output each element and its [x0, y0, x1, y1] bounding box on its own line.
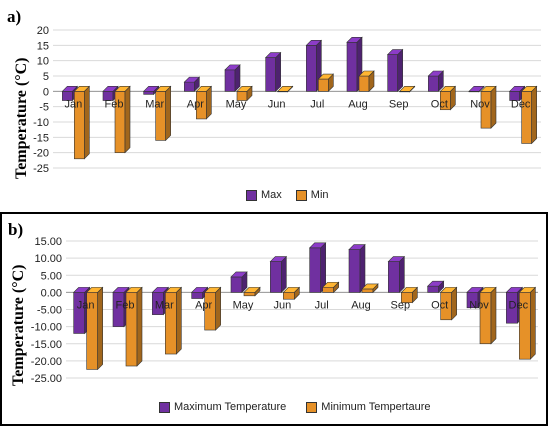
bar-a-min-sep [398, 85, 416, 93]
x-tick-label: Sep [391, 299, 411, 311]
bar-a-min-dec [520, 85, 538, 145]
bar-b-maximum-temperature-aug [348, 243, 366, 294]
y-tick-label: 10 [37, 56, 49, 68]
y-tick-label: -10.00 [31, 322, 62, 334]
bar-a-min-oct [439, 85, 457, 111]
y-tick-label: 15.00 [34, 236, 62, 248]
y-tick-label: -15.00 [31, 339, 62, 351]
y-tick-label: 15 [37, 40, 49, 52]
bar-a-min-nov [480, 85, 497, 129]
bar-b-minimum-tempertaure-jul [321, 281, 340, 294]
bar-b-minimum-tempertaure-aug [361, 283, 379, 294]
bar-b-minimum-tempertaure-may [243, 286, 261, 297]
x-tick-label: Aug [351, 299, 371, 311]
legend-swatch-maximum [159, 401, 170, 413]
legend-swatch-minimum [306, 401, 318, 413]
bar-b-maximum-temperature-sep [387, 255, 406, 294]
bar-b-maximum-temperature-jul [308, 242, 327, 294]
bar-a-max-may [224, 64, 241, 93]
bar-a-max-apr [183, 76, 201, 93]
y-tick-label: 0.00 [41, 287, 62, 299]
x-tick-label: Apr [187, 98, 204, 110]
panel-label-a: a) [7, 7, 22, 26]
bar-b-minimum-tempertaure-nov [479, 286, 497, 345]
y-tick-label: -25 [33, 163, 49, 175]
bar-b-minimum-tempertaure-oct [439, 286, 458, 321]
bar-a-max-sep [386, 48, 404, 93]
legend-item-minimum-temperature: Minimum Tempertaure [306, 401, 431, 413]
y-tick-label: -10 [33, 117, 49, 129]
x-tick-label: Mar [155, 299, 174, 311]
bar-b-minimum-tempertaure-mar [164, 286, 183, 355]
y-tick-label: -25.00 [31, 373, 62, 385]
y-tick-label: 0 [43, 86, 49, 98]
x-tick-label: Jul [315, 299, 329, 311]
bar-b-maximum-temperature-jun [269, 255, 288, 294]
x-tick-label: Mar [145, 98, 164, 110]
legend-label-max: Max [261, 189, 282, 201]
bar-a-min-jul [317, 73, 335, 93]
chart-panel-a: a) Temperature (°C) 20 15 10 5 0 -5 -10 -15 -20-… [0, 0, 548, 212]
bar-b-maximum-temperature-oct [426, 280, 445, 294]
x-tick-label: Aug [348, 98, 368, 110]
legend-label-minimum: Minimum Tempertaure [321, 401, 431, 413]
legend-item-maximum-temperature: Maximum Temperature [159, 401, 286, 413]
x-tick-label: Dec [509, 299, 529, 311]
y-tick-label: 5.00 [41, 270, 62, 282]
y-tick-label: -5 [39, 102, 49, 114]
x-tick-label: Nov [470, 98, 490, 110]
bar-a-min-jun [276, 85, 294, 93]
x-tick-label: Apr [195, 299, 212, 311]
x-tick-label: Nov [469, 299, 489, 311]
legend-swatch-min [295, 189, 307, 201]
bar-b-minimum-tempertaure-apr [203, 286, 222, 331]
x-tick-label: Oct [431, 98, 448, 110]
legend-label-min: Min [310, 189, 329, 201]
bar-b-minimum-tempertaure-jan [85, 286, 104, 371]
legend-swatch-max [246, 189, 257, 201]
x-tick-label: Oct [431, 299, 448, 311]
y-tick-label: 5 [43, 71, 49, 83]
x-tick-label: Feb [105, 98, 124, 110]
bar-a-max-nov [468, 85, 485, 93]
bar-b-minimum-tempertaure-dec [518, 286, 537, 360]
x-tick-label: Jun [268, 98, 286, 110]
chart-panel-b: b) Temperature (°C) 15.00 10.00 5.00 0.00 -5… [0, 212, 548, 426]
x-tick-label: Feb [116, 299, 135, 311]
y-tick-label: -5.00 [37, 305, 62, 317]
bar-a-min-aug [358, 70, 375, 93]
y-tick-label: 10.00 [34, 253, 62, 265]
y-tick-label: -15 [33, 132, 49, 144]
legend-b: Maximum Temperature Minimum Tempertaure [159, 401, 431, 413]
bar-a-max-oct [427, 70, 445, 93]
bar-a-min-apr [195, 85, 213, 120]
x-tick-label: Dec [511, 98, 531, 110]
bar-b-minimum-tempertaure-jun [282, 286, 301, 300]
chart-a-plot: 20 15 10 5 0 -5 -10 -15 -20 -25 Jan Feb Mar Apr May Jun… [33, 25, 541, 175]
y-tick-label: 20 [37, 25, 49, 37]
bar-b-maximum-temperature-may [230, 271, 248, 294]
bar-a-min-feb [114, 85, 131, 154]
legend-label-maximum: Maximum Temperature [174, 401, 287, 413]
bar-b-minimum-tempertaure-sep [400, 286, 419, 304]
panel-label-b: b) [8, 220, 24, 239]
x-tick-label: Jul [310, 98, 324, 110]
bar-a-max-jun [264, 51, 282, 93]
x-tick-label: May [233, 299, 254, 311]
bar-b-minimum-tempertaure-feb [125, 286, 143, 367]
x-tick-label: Jan [77, 299, 95, 311]
bar-a-min-mar [154, 85, 172, 142]
legend-item-min: Min [295, 189, 329, 201]
bar-a-min-jan [73, 85, 91, 160]
x-tick-label: Sep [389, 98, 409, 110]
x-tick-label: Jun [273, 299, 291, 311]
x-tick-label: May [226, 98, 247, 110]
bar-a-min-may [236, 85, 253, 102]
legend-a: Max Min [246, 189, 329, 201]
x-tick-label: Jan [64, 98, 82, 110]
y-tick-label: -20.00 [31, 356, 62, 368]
chart-b-plot: 15.00 10.00 5.00 0.00 -5.00 -10.00 -15.00 -20.0… [31, 236, 538, 385]
y-tick-label: -20 [33, 148, 49, 160]
legend-item-max: Max [246, 189, 282, 201]
